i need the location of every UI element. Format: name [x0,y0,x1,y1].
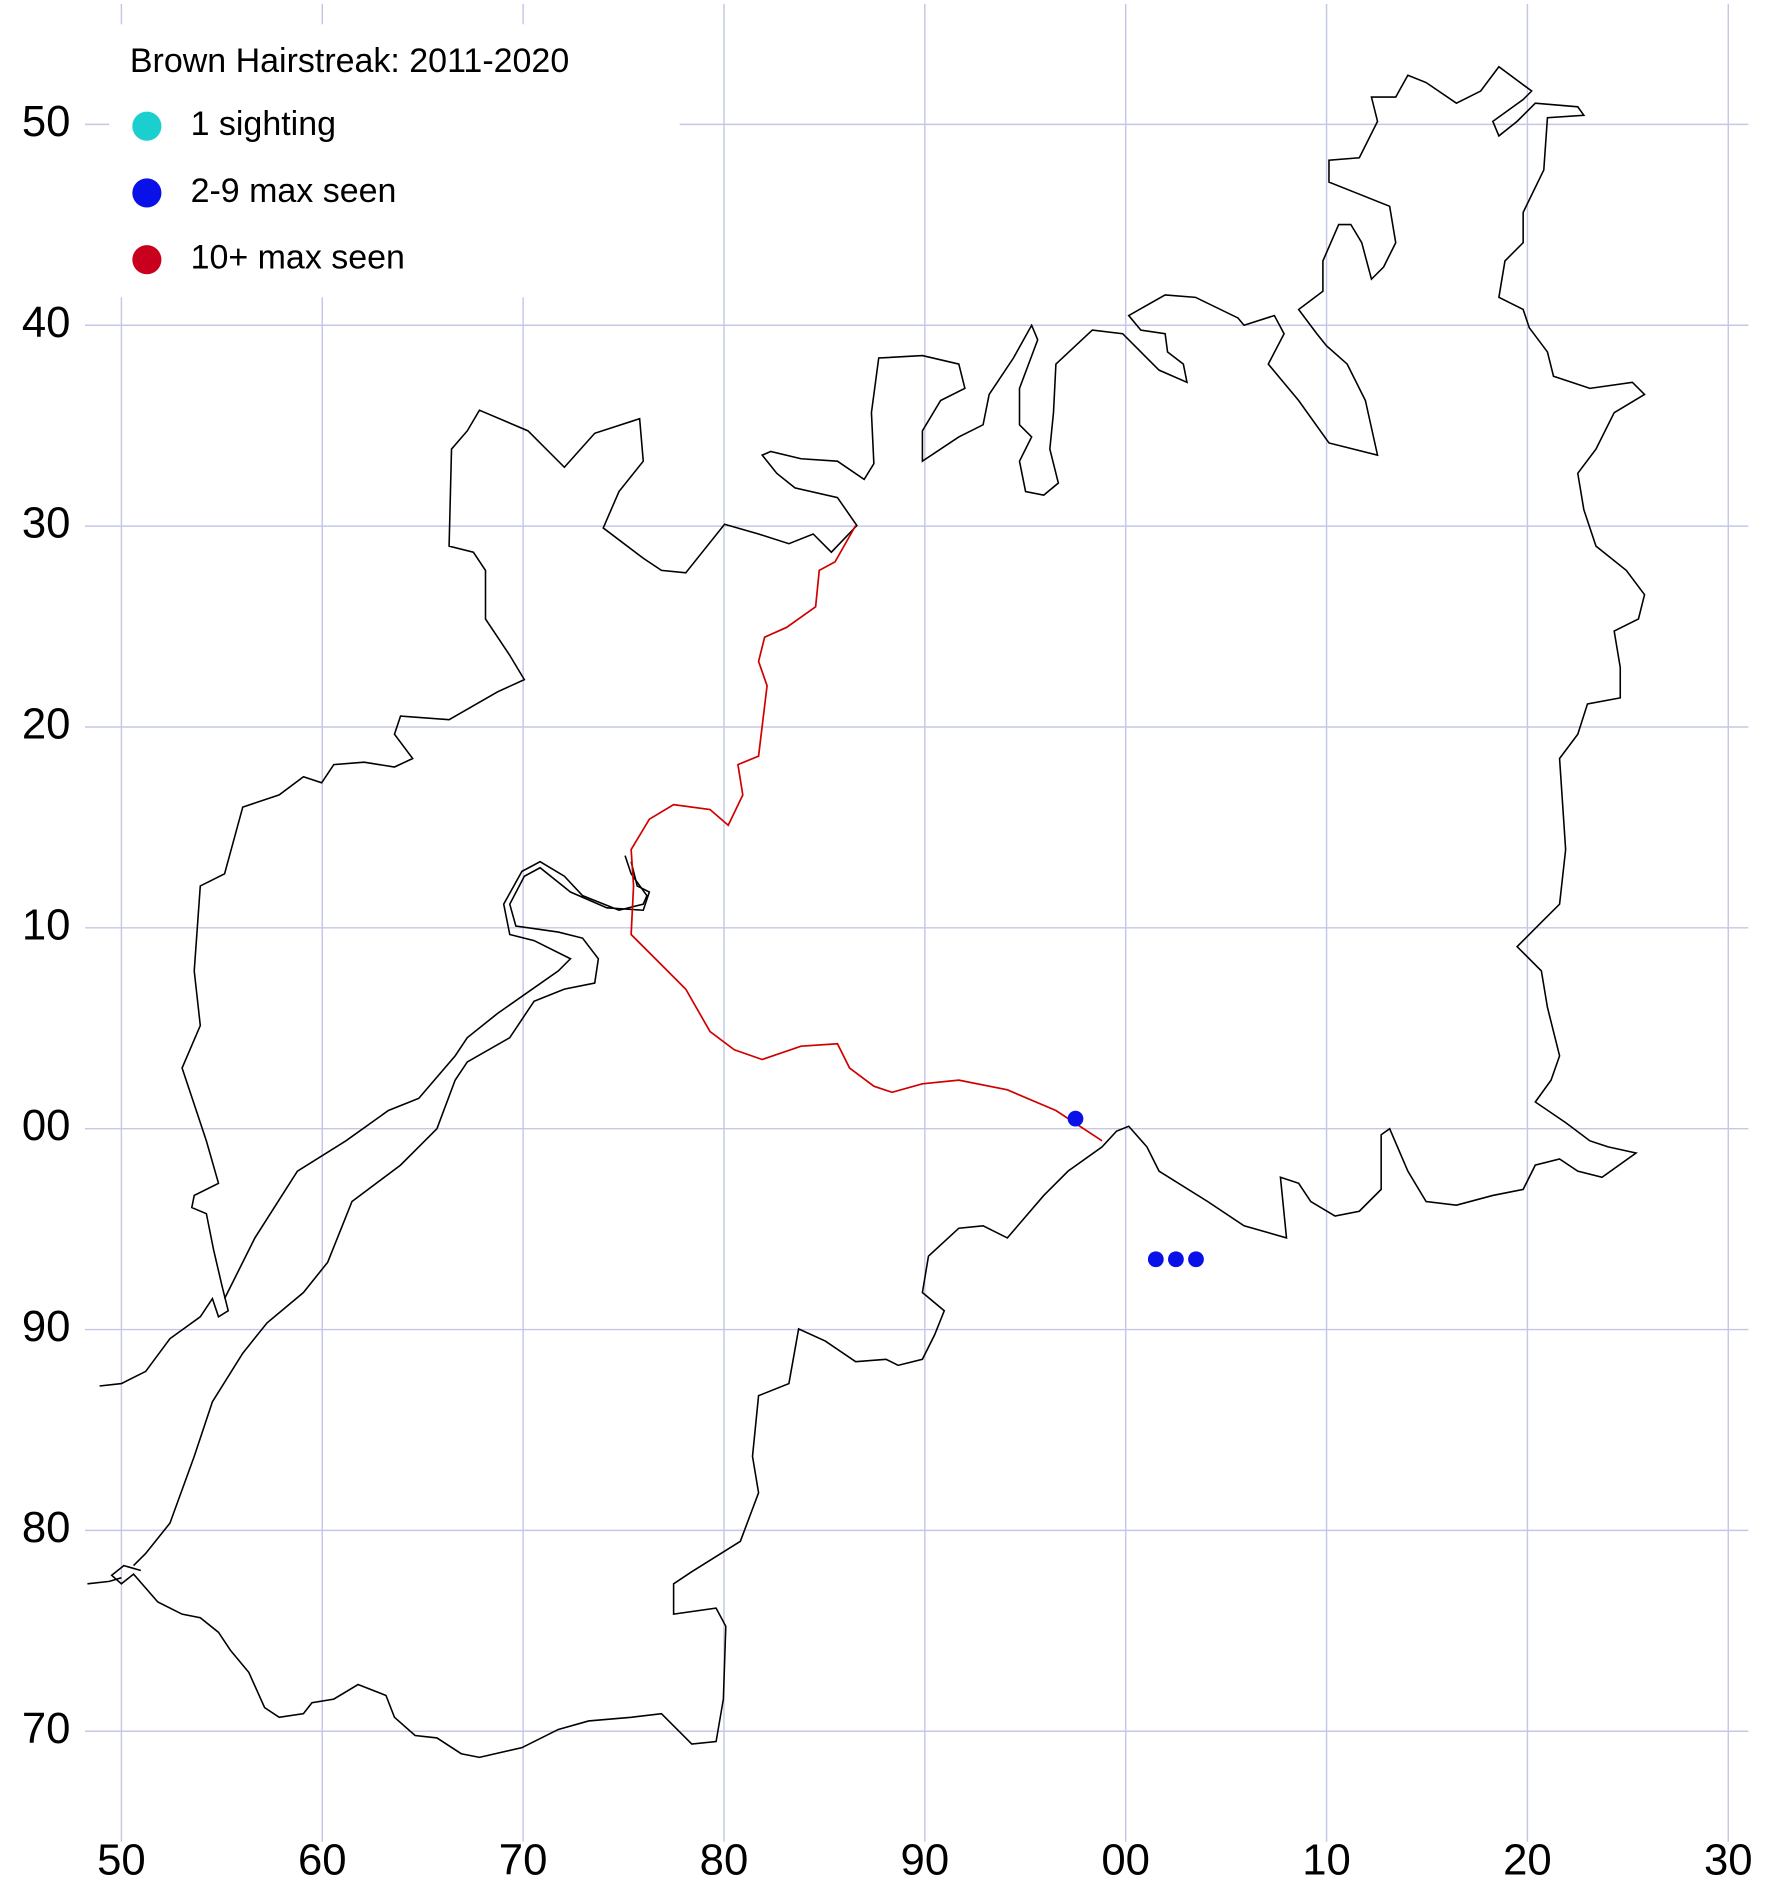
y-tick-label: 90 [22,1302,71,1351]
ticks: 50 60 70 80 90 00 10 20 30 70 80 90 00 10 20 30 40 50 [22,97,1753,1885]
x-tick-label: 30 [1704,1835,1753,1884]
x-tick-label: 70 [499,1835,548,1884]
legend: 1 sighting 2-9 max seen 10+ max seen [132,105,405,277]
estuary-bank [132,861,651,1567]
y-tick-label: 30 [22,499,71,548]
y-tick-label: 40 [22,298,71,347]
y-tick-label: 00 [22,1101,71,1150]
x-tick-label: 80 [700,1835,749,1884]
x-tick-label: 20 [1503,1835,1552,1884]
coast-outline [99,65,1646,1759]
legend-marker [132,245,162,275]
legend-marker [132,178,162,208]
estuary-bank [87,1576,122,1585]
y-tick-label: 50 [22,97,71,146]
county-boundary [630,525,1103,1142]
y-tick-label: 10 [22,900,71,949]
legend-label: 2-9 max seen [191,172,397,210]
legend-label: 1 sighting [191,105,336,143]
points [1067,1110,1204,1268]
y-tick-label: 80 [22,1503,71,1552]
legend-label: 10+ max seen [191,239,405,277]
y-tick-label: 70 [22,1704,71,1753]
estuary-bank [223,855,648,1299]
legend-marker [132,111,162,141]
x-tick-label: 90 [901,1835,950,1884]
x-tick-label: 50 [97,1835,146,1884]
x-tick-label: 10 [1302,1835,1351,1884]
legend-title: Brown Hairstreak: 2011-2020 [130,42,569,80]
sighting-point [1067,1110,1084,1127]
sighting-point [1188,1251,1204,1268]
sighting-point [1147,1251,1164,1268]
x-tick-label: 60 [298,1835,347,1884]
y-tick-label: 20 [22,700,71,749]
sighting-point [1168,1251,1184,1268]
legend-box [109,24,680,298]
grid [84,3,1749,1842]
coastline [87,65,1646,1759]
x-tick-label: 00 [1101,1835,1150,1884]
